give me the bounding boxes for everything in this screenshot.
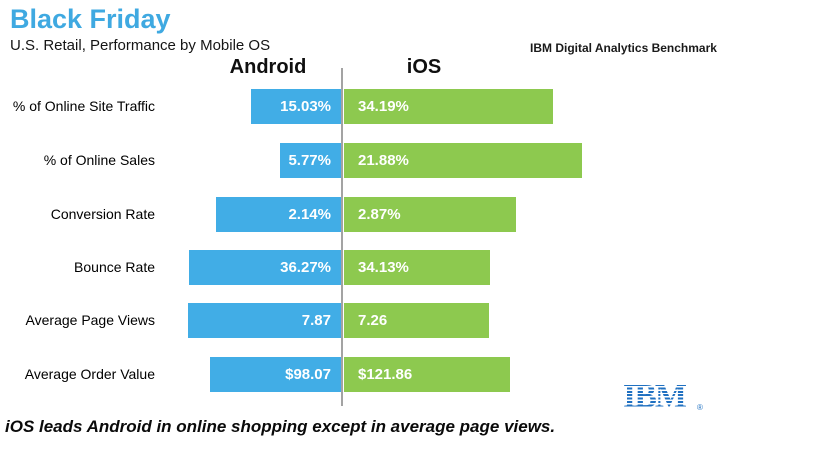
android-bar: 5.77% — [280, 143, 341, 178]
category-label: % of Online Site Traffic — [12, 98, 155, 114]
page-subtitle: U.S. Retail, Performance by Mobile OS — [10, 37, 271, 54]
ios-bar: 34.13% — [344, 250, 490, 285]
ios-bar-value: 34.19% — [358, 98, 409, 115]
ios-bar: 21.88% — [344, 143, 582, 178]
ios-bar: 34.19% — [344, 89, 553, 124]
ibm-logo: IBM — [623, 384, 699, 411]
benchmark-note: IBM Digital Analytics Benchmark — [530, 41, 717, 55]
android-bar: $98.07 — [210, 357, 341, 392]
ios-bar: 7.26 — [344, 303, 489, 338]
page-title: Black Friday — [10, 4, 171, 34]
ios-bar-value: $121.86 — [358, 366, 413, 383]
ibm-logo-text: IBM — [623, 384, 687, 411]
android-bar-value: 2.14% — [288, 206, 331, 223]
category-label: Bounce Rate — [74, 259, 155, 275]
android-bar: 36.27% — [189, 250, 341, 285]
category-label: % of Online Sales — [43, 152, 155, 168]
insight-caption: iOS leads Android in online shopping exc… — [5, 417, 556, 436]
ios-bar-value: 34.13% — [358, 259, 409, 276]
android-bar-value: 5.77% — [288, 152, 331, 169]
android-bar-value: 36.27% — [280, 259, 331, 276]
android-bar-value: $98.07 — [285, 366, 331, 383]
ios-bar-value: 7.26 — [358, 312, 388, 329]
center-axis-line — [341, 68, 343, 406]
android-bar-value: 15.03% — [280, 98, 331, 115]
android-bar-value: 7.87 — [301, 312, 331, 329]
android-bar: 2.14% — [216, 197, 341, 232]
ios-bar: 2.87% — [344, 197, 516, 232]
ios-bar-value: 2.87% — [358, 206, 401, 223]
android-bar: 7.87 — [188, 303, 341, 338]
category-label: Conversion Rate — [50, 206, 155, 222]
android-bar: 15.03% — [251, 89, 341, 124]
ios-bar-value: 21.88% — [358, 152, 409, 169]
column-header-android: Android — [229, 56, 307, 78]
column-header-ios: iOS — [406, 56, 442, 78]
category-label: Average Page Views — [25, 312, 155, 328]
category-label: Average Order Value — [24, 366, 155, 382]
registered-trademark-icon: ® — [697, 403, 703, 412]
ios-bar: $121.86 — [344, 357, 510, 392]
